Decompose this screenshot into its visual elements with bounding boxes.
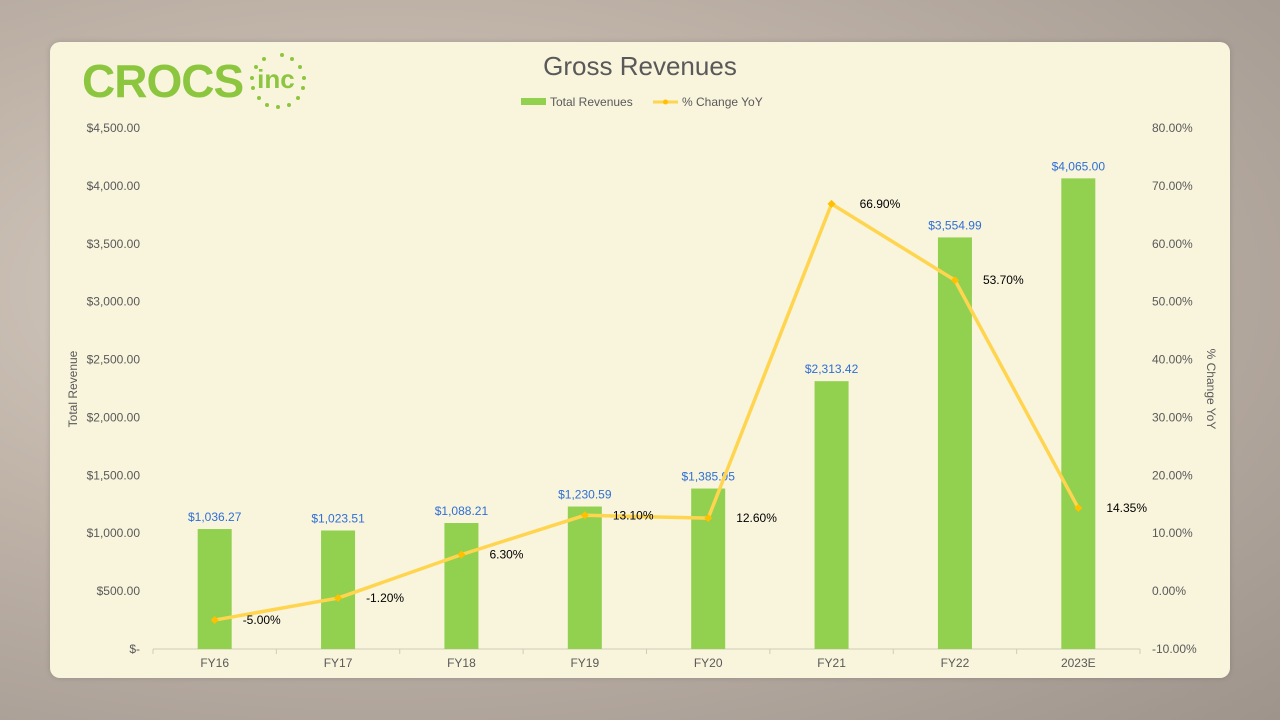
logo-dot (290, 57, 295, 62)
y2-tick-label: 10.00% (1152, 526, 1193, 540)
line-data-label: 13.10% (613, 508, 654, 522)
chart-title: Gross Revenues (543, 51, 737, 81)
bar (321, 530, 356, 649)
x-tick-label: FY17 (324, 656, 353, 670)
bar (444, 523, 479, 649)
line-marker (827, 199, 836, 208)
legend-marker (663, 99, 668, 105)
line-data-label: 53.70% (983, 273, 1024, 287)
legend-label: % Change YoY (682, 95, 763, 109)
x-tick-label: FY21 (817, 656, 846, 670)
x-tick-label: 2023E (1061, 656, 1096, 670)
line-marker (457, 550, 466, 559)
legend-swatch-bar (521, 98, 546, 105)
logo-dot (251, 86, 256, 91)
legend-label: Total Revenues (550, 95, 633, 109)
logo-dot (280, 53, 285, 58)
line-data-label: 6.30% (489, 548, 523, 562)
bar-data-label: $1,023.51 (311, 512, 365, 526)
logo-suffix: inc (257, 64, 295, 94)
logo-dot (261, 57, 266, 62)
y2-axis-title: % Change YoY (1204, 349, 1218, 430)
y-tick-label: $3,000.00 (87, 295, 141, 309)
y-tick-label: $1,000.00 (87, 526, 141, 540)
line-data-label: 14.35% (1106, 501, 1147, 515)
line-marker (704, 514, 713, 523)
bar-data-label: $4,065.00 (1052, 159, 1106, 173)
y2-tick-label: -10.00% (1152, 642, 1197, 656)
y-tick-label: $500.00 (97, 584, 141, 598)
logo-dot (298, 65, 303, 70)
line-marker (210, 616, 219, 625)
y2-tick-label: 20.00% (1152, 468, 1193, 482)
line-data-label: 12.60% (736, 511, 777, 525)
x-tick-label: FY18 (447, 656, 476, 670)
y-tick-label: $1,500.00 (87, 468, 141, 482)
bar (937, 237, 972, 649)
y2-tick-label: 80.00% (1152, 121, 1193, 135)
bar-data-label: $1,088.21 (435, 504, 489, 518)
bar-data-label: $3,554.99 (928, 218, 982, 232)
bar (567, 506, 602, 649)
logo-dot (276, 105, 281, 109)
bar-data-label: $1,230.59 (558, 488, 612, 502)
line-marker (580, 511, 589, 520)
y2-tick-label: 30.00% (1152, 410, 1193, 424)
y-tick-label: $- (129, 642, 140, 656)
bar (1061, 178, 1096, 649)
bar (197, 529, 232, 649)
y-tick-label: $4,500.00 (87, 121, 141, 135)
y-tick-label: $3,500.00 (87, 237, 141, 251)
logo-text: CROCS (82, 55, 244, 107)
chart-panel (50, 42, 1230, 678)
x-tick-label: FY19 (570, 656, 599, 670)
logo-dot (250, 75, 255, 80)
y2-tick-label: 70.00% (1152, 179, 1193, 193)
line-series (214, 202, 1080, 622)
y2-tick-label: 40.00% (1152, 353, 1193, 367)
bar (691, 488, 726, 649)
line-data-label: 66.90% (860, 197, 901, 211)
bar (814, 381, 849, 649)
line-data-label: -5.00% (243, 613, 281, 627)
line-marker (950, 276, 959, 285)
logo-dot (295, 96, 300, 101)
y-tick-label: $2,500.00 (87, 353, 141, 367)
y2-tick-label: 0.00% (1152, 584, 1186, 598)
logo-dot (265, 102, 270, 107)
logo-dot (286, 102, 291, 107)
y-axis-title: Total Revenue (66, 350, 80, 427)
logo-dot (301, 86, 306, 91)
line-marker (334, 594, 343, 603)
logo-dot-ring: inc (249, 52, 307, 110)
x-tick-label: FY16 (200, 656, 229, 670)
crocs-logo: CROCS inc (82, 52, 307, 110)
line-marker (1074, 504, 1083, 513)
logo-dot (301, 75, 306, 80)
y2-tick-label: 50.00% (1152, 295, 1193, 309)
x-tick-label: FY20 (694, 656, 723, 670)
logo-dot (256, 96, 261, 101)
x-tick-label: FY22 (941, 656, 970, 670)
line-data-label: -1.20% (366, 591, 404, 605)
logo-dot (254, 65, 259, 70)
bar-data-label: $1,036.27 (188, 510, 242, 524)
y-tick-label: $2,000.00 (87, 410, 141, 424)
bar-data-label: $2,313.42 (805, 362, 859, 376)
y-tick-label: $4,000.00 (87, 179, 141, 193)
y2-tick-label: 60.00% (1152, 237, 1193, 251)
